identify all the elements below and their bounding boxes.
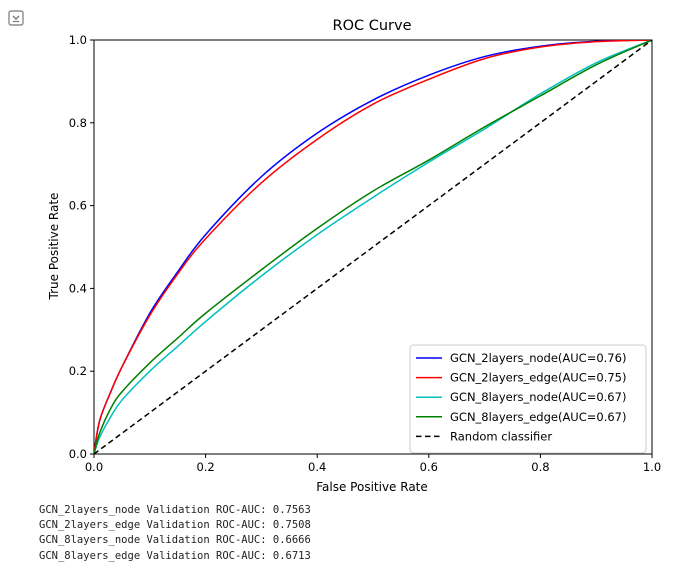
y-tick-label: 0.4 bbox=[69, 281, 87, 295]
axis-ticks: 0.0 0.2 0.4 0.6 0.8 1.0 0.0 0.2 0.4 0.6 0.8 1.0 bbox=[69, 33, 661, 474]
x-tick-label: 1.0 bbox=[643, 460, 661, 474]
legend-label: GCN_2layers_edge(AUC=0.75) bbox=[450, 371, 626, 385]
chart-title: ROC Curve bbox=[333, 18, 412, 34]
output-line: GCN_8layers_node Validation ROC-AUC: 0.6… bbox=[39, 534, 311, 547]
x-tick-label: 0.8 bbox=[531, 460, 549, 474]
legend-label: GCN_8layers_node(AUC=0.67) bbox=[450, 390, 626, 404]
y-tick-label: 0.8 bbox=[69, 116, 87, 130]
collapse-output-icon[interactable] bbox=[8, 10, 24, 26]
x-tick-label: 0.0 bbox=[85, 460, 103, 474]
random-classifier-line bbox=[94, 40, 652, 454]
x-tick-label: 0.4 bbox=[308, 460, 326, 474]
output-line: GCN_8layers_edge Validation ROC-AUC: 0.6… bbox=[39, 549, 311, 562]
legend-label: GCN_2layers_node(AUC=0.76) bbox=[450, 351, 626, 365]
legend-label: GCN_8layers_edge(AUC=0.67) bbox=[450, 410, 626, 424]
roc-series-line bbox=[94, 40, 652, 454]
y-tick-label: 1.0 bbox=[69, 33, 87, 47]
x-axis-label: False Positive Rate bbox=[316, 480, 428, 494]
legend-label: Random classifier bbox=[450, 429, 552, 443]
x-tick-label: 0.6 bbox=[420, 460, 438, 474]
axes-frame bbox=[93, 39, 653, 455]
legend-box bbox=[409, 344, 647, 454]
y-tick-label: 0.2 bbox=[69, 364, 87, 378]
chart-legend: GCN_2layers_node(AUC=0.76) GCN_2layers_ed… bbox=[409, 344, 647, 454]
output-line: GCN_2layers_node Validation ROC-AUC: 0.7… bbox=[39, 504, 311, 516]
y-tick-label: 0.0 bbox=[69, 447, 87, 461]
roc-chart: ROC Curve 0.0 0.2 0.4 0.6 0.8 1.0 0.0 0.2 0.4 0.6… bbox=[47, 18, 661, 494]
output-line: GCN_2layers_edge Validation ROC-AUC: 0.7… bbox=[39, 519, 311, 532]
y-tick-label: 0.6 bbox=[69, 199, 87, 213]
roc-series-line bbox=[94, 40, 652, 454]
plot-area bbox=[93, 39, 653, 455]
cell-output: GCN_2layers_node Validation ROC-AUC: 0.7… bbox=[39, 503, 311, 564]
y-axis-label: True Positive Rate bbox=[47, 193, 61, 301]
x-tick-label: 0.2 bbox=[196, 460, 214, 474]
